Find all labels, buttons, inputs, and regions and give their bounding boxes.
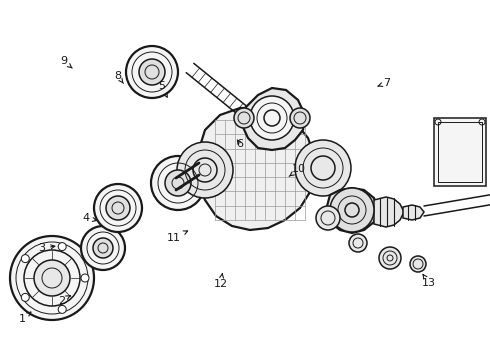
Circle shape	[93, 238, 113, 258]
Polygon shape	[326, 188, 378, 233]
Circle shape	[81, 226, 125, 270]
Circle shape	[379, 247, 401, 269]
Circle shape	[177, 142, 233, 198]
Circle shape	[58, 243, 66, 251]
Text: 11: 11	[167, 231, 188, 243]
Circle shape	[106, 196, 130, 220]
Text: 9: 9	[60, 56, 72, 68]
Text: 13: 13	[422, 274, 436, 288]
Circle shape	[21, 255, 29, 262]
Circle shape	[165, 170, 191, 196]
Text: 5: 5	[158, 81, 167, 97]
Circle shape	[295, 140, 351, 196]
Circle shape	[250, 96, 294, 140]
Text: 7: 7	[378, 78, 391, 88]
Text: 6: 6	[237, 139, 244, 149]
Text: 2: 2	[58, 296, 70, 306]
Circle shape	[10, 236, 94, 320]
Text: 12: 12	[214, 274, 227, 289]
Circle shape	[151, 156, 205, 210]
Circle shape	[290, 108, 310, 128]
Polygon shape	[374, 197, 404, 227]
Text: 3: 3	[38, 243, 55, 253]
Circle shape	[234, 108, 254, 128]
Polygon shape	[434, 118, 486, 186]
Polygon shape	[403, 205, 424, 220]
Circle shape	[126, 46, 178, 98]
Text: 10: 10	[289, 164, 306, 176]
Circle shape	[410, 256, 426, 272]
Text: 4: 4	[82, 213, 97, 223]
Polygon shape	[198, 108, 315, 230]
Polygon shape	[242, 88, 305, 150]
Circle shape	[21, 293, 29, 301]
Text: 8: 8	[114, 71, 123, 84]
Circle shape	[316, 206, 340, 230]
Circle shape	[94, 184, 142, 232]
Circle shape	[330, 188, 374, 232]
Circle shape	[139, 59, 165, 85]
Circle shape	[81, 274, 89, 282]
Circle shape	[34, 260, 70, 296]
Text: 1: 1	[19, 312, 31, 324]
Circle shape	[349, 234, 367, 252]
Circle shape	[58, 305, 66, 314]
